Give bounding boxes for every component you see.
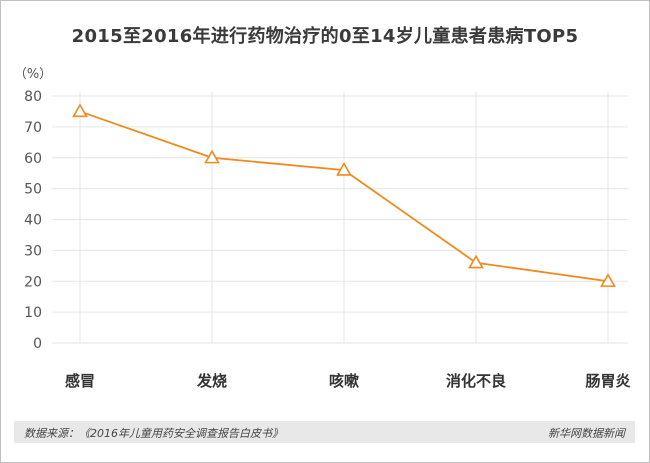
y-tick-label: 40 (24, 213, 42, 229)
data-point (72, 103, 88, 118)
x-tick-label: 感冒 (65, 372, 95, 390)
footer-bar: 数据来源：《2016年儿童用药安全调查报告白皮书》 新华网数据新闻 (14, 421, 635, 443)
y-tick-label: 20 (24, 274, 42, 290)
y-tick-label: 80 (24, 89, 42, 105)
data-point (600, 273, 616, 287)
x-tick-label: 咳嗽 (329, 372, 359, 390)
data-point (468, 254, 484, 269)
series-markers (72, 103, 616, 287)
x-axis: 感冒 发烧 咳嗽 消化不良 肠胃炎 (65, 372, 631, 390)
y-tick-label: 10 (24, 305, 42, 321)
y-tick-label: 60 (24, 151, 42, 167)
y-tick-label: 30 (24, 243, 42, 259)
y-tick-label: 70 (24, 120, 42, 136)
y-tick-label: 50 (24, 182, 42, 198)
data-point (336, 161, 352, 176)
x-tick-label: 消化不良 (446, 372, 506, 390)
y-axis: 0 10 20 30 40 50 60 70 80 （%） (14, 67, 52, 352)
y-axis-label: （%） (14, 67, 52, 82)
y-tick-label: 0 (33, 336, 42, 352)
x-tick-label: 肠胃炎 (585, 372, 630, 390)
grid-lines (52, 92, 628, 344)
source-note: 数据来源：《2016年儿童用药安全调查报告白皮书》 (24, 427, 283, 440)
x-tick-label: 发烧 (196, 372, 227, 390)
data-point (204, 149, 220, 164)
brand-credit: 新华网数据新闻 (548, 427, 625, 440)
chart-title: 2015至2016年进行药物治疗的0至14岁儿童患者患病TOP5 (71, 26, 579, 47)
